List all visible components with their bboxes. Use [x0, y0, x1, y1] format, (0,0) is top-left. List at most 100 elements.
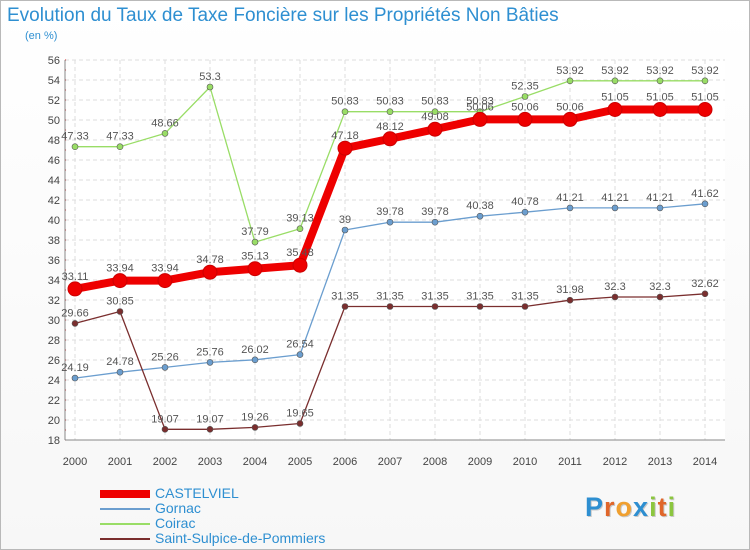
- y-tick-label: 56: [48, 55, 60, 67]
- data-point: [521, 93, 529, 100]
- data-point: [206, 425, 214, 433]
- data-point: [476, 212, 484, 220]
- data-label: 35.48: [286, 247, 314, 259]
- data-label: 50.06: [511, 101, 539, 113]
- legend-label: Coirac: [155, 515, 196, 531]
- y-tick-label: 36: [48, 255, 60, 267]
- y-tick-label: 30: [48, 315, 60, 327]
- data-label: 34.78: [196, 254, 224, 266]
- data-label: 24.19: [61, 362, 89, 374]
- data-label: 31.35: [376, 291, 404, 303]
- data-label: 53.92: [691, 65, 719, 77]
- data-label: 31.35: [511, 291, 539, 303]
- data-point: [431, 218, 439, 226]
- data-point: [701, 290, 709, 298]
- logo-letter: t: [657, 492, 668, 522]
- data-point: [386, 218, 394, 226]
- y-tick-label: 52: [48, 95, 60, 107]
- logo-letter: i: [667, 492, 677, 522]
- data-label: 25.76: [196, 346, 224, 358]
- data-label: 26.02: [241, 344, 269, 356]
- data-label: 52.35: [511, 81, 539, 93]
- data-label: 33.94: [106, 263, 134, 275]
- data-label: 31.35: [421, 291, 449, 303]
- data-label: 32.3: [604, 281, 625, 293]
- data-point: [521, 303, 529, 310]
- y-tick-label: 42: [48, 195, 60, 207]
- x-tick-label: 2002: [153, 456, 177, 468]
- data-point: [341, 303, 349, 310]
- data-label: 29.66: [61, 307, 89, 319]
- data-point: [611, 77, 619, 85]
- data-label: 19.65: [286, 408, 314, 420]
- y-tick-label: 18: [48, 435, 60, 447]
- legend-swatch: [100, 522, 150, 525]
- legend-item: Coirac: [100, 516, 325, 531]
- data-point: [206, 359, 214, 366]
- data-label: 51.05: [601, 92, 629, 104]
- data-label: 40.38: [466, 200, 494, 212]
- data-label: 32.62: [691, 278, 719, 290]
- chart-subtitle: (en %): [25, 30, 58, 42]
- data-point: [566, 204, 574, 212]
- y-tick-label: 44: [48, 175, 60, 187]
- data-point: [652, 102, 668, 117]
- data-point: [607, 102, 623, 117]
- data-label: 50.83: [331, 96, 359, 108]
- y-tick-label: 54: [48, 75, 60, 87]
- y-tick-label: 32: [48, 295, 60, 307]
- chart-title: Evolution du Taux de Taxe Foncière sur l…: [7, 5, 559, 26]
- data-point: [296, 225, 304, 232]
- data-label: 53.92: [646, 65, 674, 77]
- data-label: 47.33: [106, 131, 134, 143]
- data-point: [701, 77, 709, 85]
- data-label: 48.12: [376, 121, 404, 133]
- x-tick-label: 2007: [378, 456, 402, 468]
- data-label: 50.06: [466, 101, 494, 113]
- y-tick-label: 24: [48, 375, 60, 387]
- x-tick-label: 2001: [108, 456, 132, 468]
- data-label: 47.18: [331, 130, 359, 142]
- data-label: 53.92: [556, 65, 584, 77]
- data-point: [566, 296, 574, 304]
- logo-letter: i: [649, 492, 658, 522]
- data-label: 53.3: [199, 71, 220, 83]
- y-tick-label: 28: [48, 335, 60, 347]
- data-point: [656, 293, 664, 301]
- data-label: 41.21: [646, 192, 674, 204]
- data-label: 48.66: [151, 117, 179, 129]
- data-point: [71, 320, 79, 327]
- data-point: [337, 140, 353, 156]
- data-point: [472, 111, 488, 127]
- data-label: 26.54: [286, 339, 314, 351]
- data-point: [562, 111, 578, 127]
- data-point: [67, 281, 83, 297]
- data-label: 39.78: [421, 206, 449, 218]
- x-tick-label: 2012: [603, 456, 627, 468]
- data-label: 51.05: [646, 92, 674, 104]
- y-tick-label: 22: [48, 395, 60, 407]
- data-point: [161, 425, 169, 433]
- data-point: [251, 424, 259, 431]
- data-label: 41.21: [556, 192, 584, 204]
- data-point: [611, 204, 619, 212]
- data-point: [611, 293, 619, 301]
- legend-item: Saint-Sulpice-de-Pommiers: [100, 531, 325, 546]
- logo-letter: P: [585, 492, 605, 522]
- x-tick-label: 2008: [423, 456, 447, 468]
- data-label: 30.85: [106, 296, 134, 308]
- data-point: [251, 356, 259, 364]
- data-label: 41.21: [601, 192, 629, 204]
- y-tick-label: 26: [48, 355, 60, 367]
- data-label: 47.33: [61, 131, 89, 143]
- data-point: [427, 121, 443, 137]
- data-label: 39.13: [286, 213, 314, 225]
- x-tick-label: 2000: [63, 456, 87, 468]
- data-label: 35.13: [241, 251, 269, 263]
- data-label: 51.05: [691, 92, 719, 104]
- data-point: [296, 420, 304, 427]
- data-point: [386, 108, 394, 115]
- data-label: 50.06: [556, 101, 584, 113]
- data-point: [431, 303, 439, 310]
